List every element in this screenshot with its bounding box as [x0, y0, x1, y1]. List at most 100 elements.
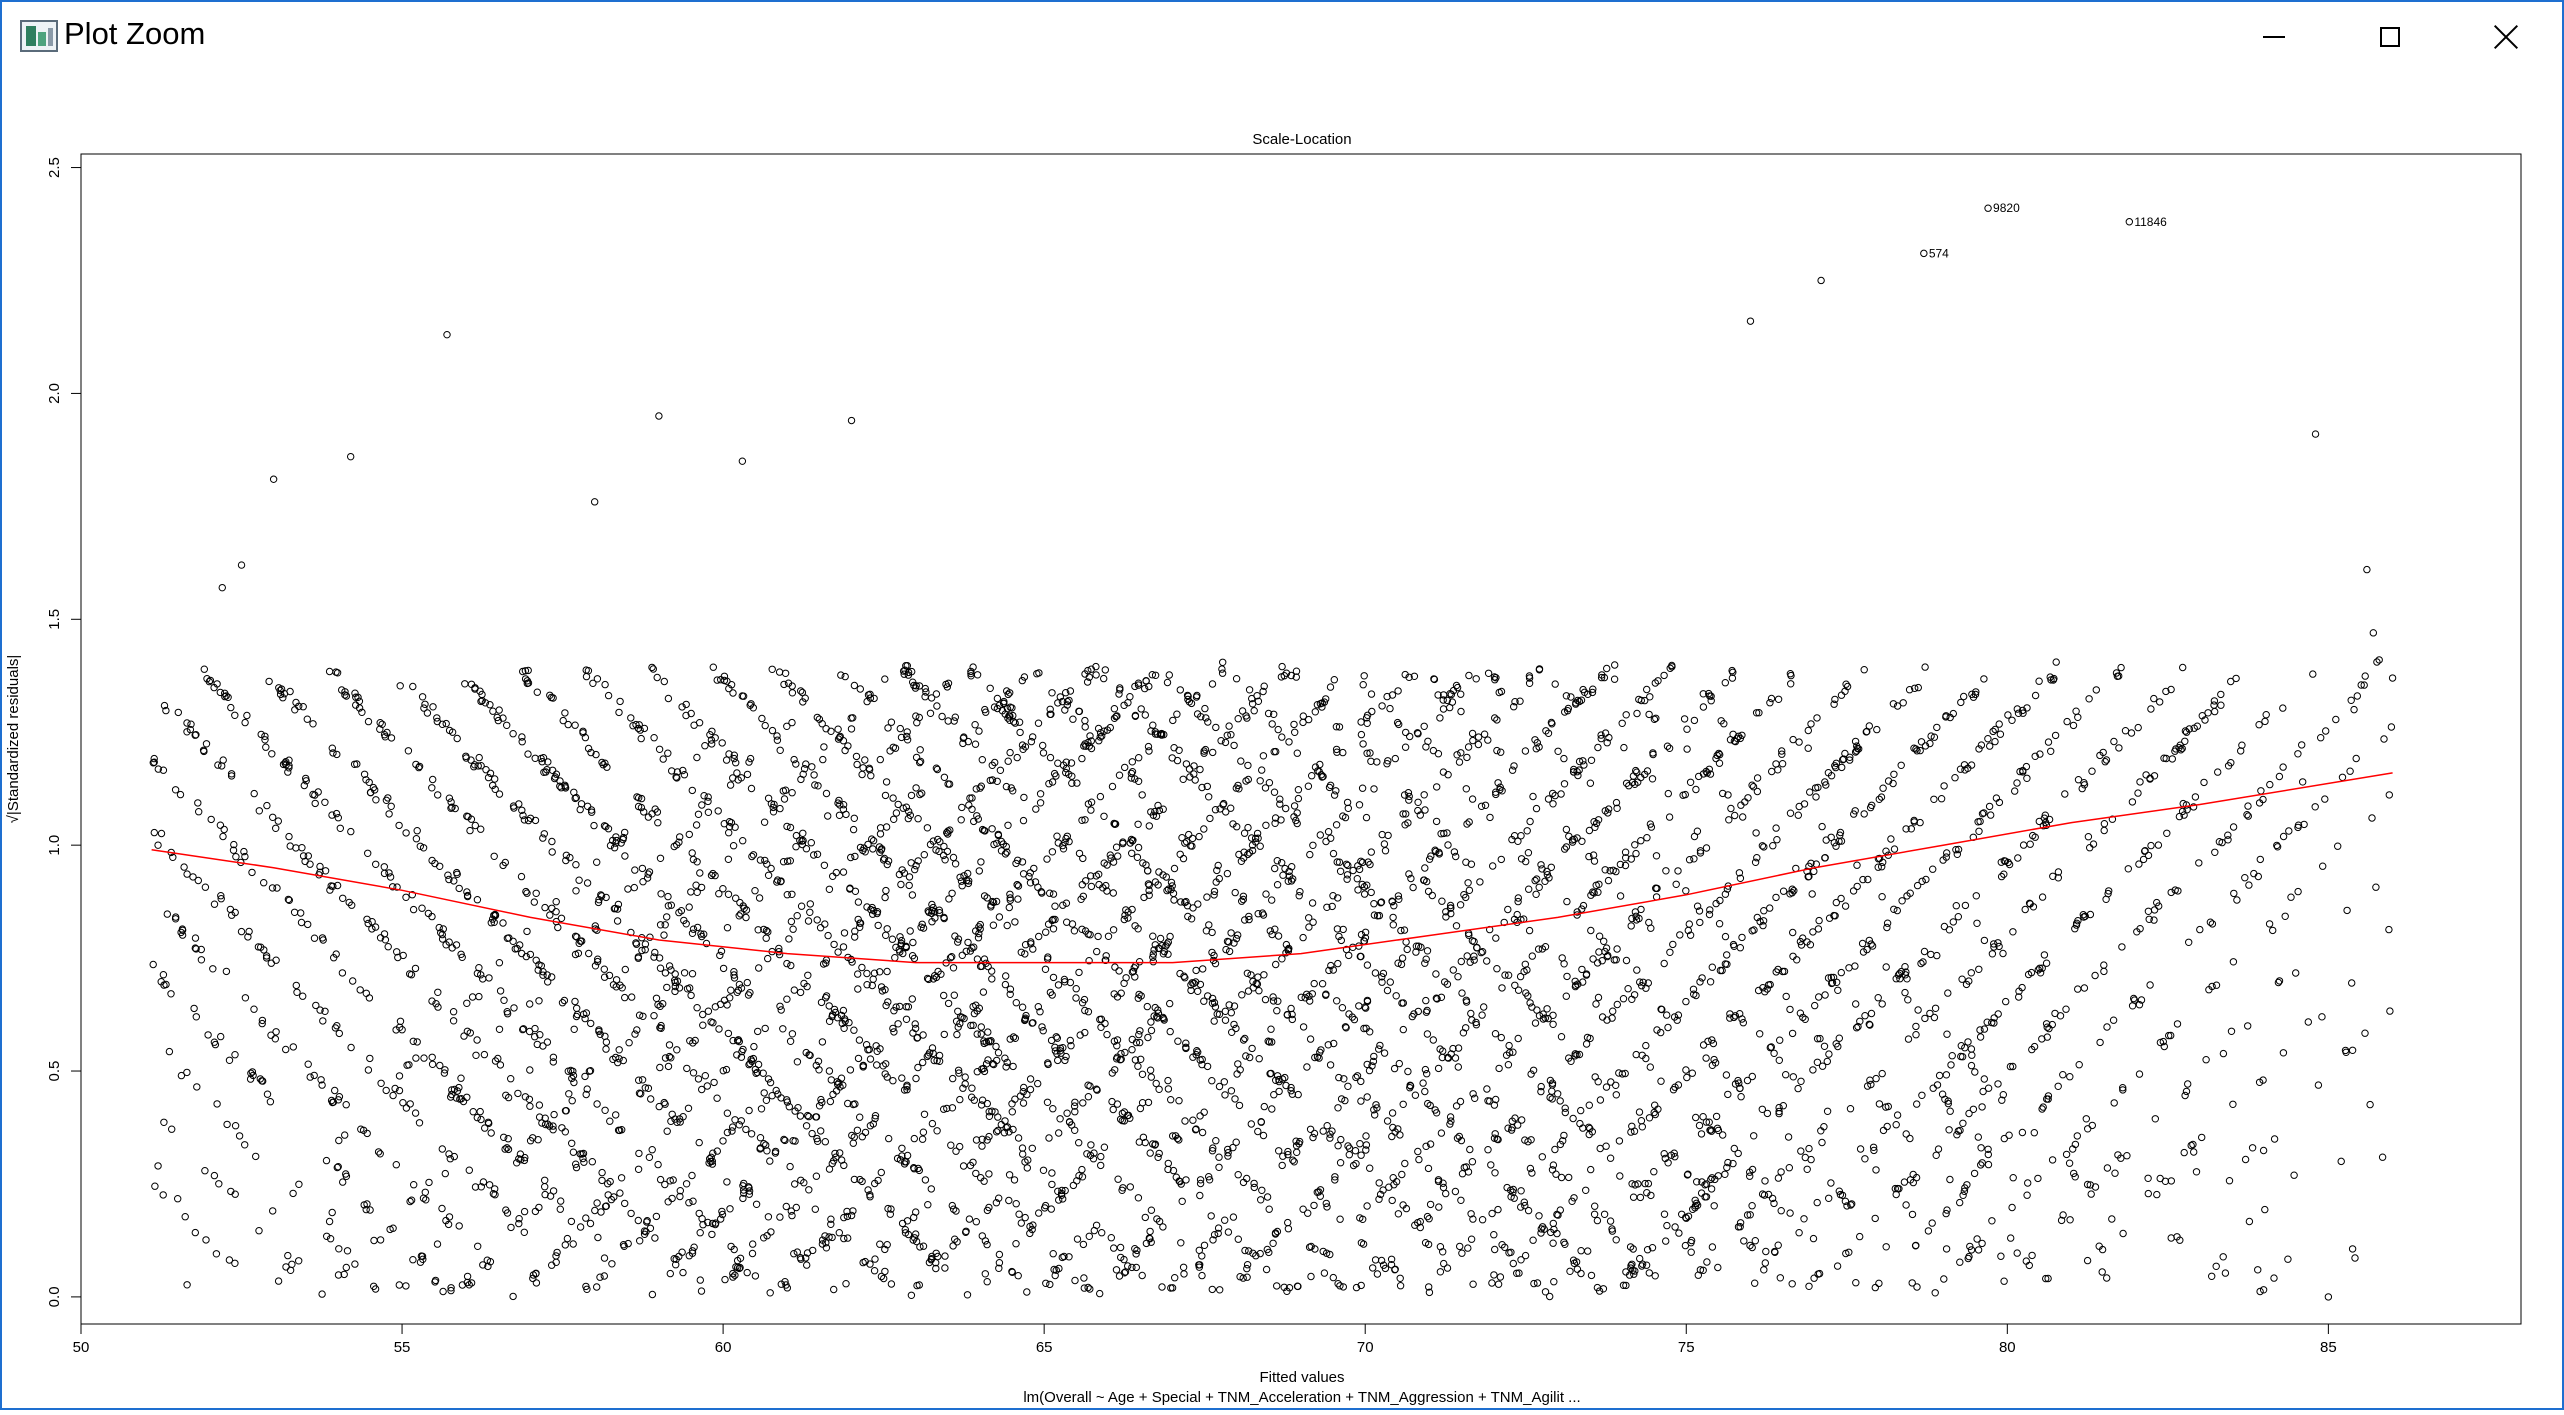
residual-point — [1239, 1036, 1248, 1044]
residual-point — [1112, 1266, 1121, 1274]
residual-point — [1546, 1076, 1555, 1085]
residual-point — [1326, 683, 1335, 691]
residual-point — [1048, 916, 1056, 925]
residual-point — [1224, 1149, 1232, 1157]
residual-point — [518, 738, 526, 746]
residual-point — [1714, 1263, 1722, 1272]
residual-point — [531, 1207, 540, 1216]
residual-point — [1457, 957, 1466, 966]
residual-point — [675, 1252, 683, 1261]
residual-point — [924, 1201, 932, 1209]
residual-point — [1158, 729, 1166, 738]
residual-point — [541, 1114, 549, 1122]
residual-point — [210, 1171, 219, 1180]
residual-point — [463, 999, 471, 1007]
residual-point — [1491, 714, 1499, 722]
residual-point — [439, 925, 447, 933]
residual-point — [2261, 717, 2269, 726]
residual-point — [957, 1013, 965, 1021]
residual-point — [398, 1026, 406, 1034]
residual-point — [1159, 950, 1168, 958]
residual-point — [834, 948, 842, 956]
residual-point — [1414, 942, 1423, 950]
residual-point — [1927, 732, 1935, 740]
residual-point — [1696, 849, 1705, 857]
residual-point — [2171, 747, 2179, 755]
residual-point — [1926, 1009, 1934, 1018]
residual-point — [1355, 801, 1364, 809]
residual-point — [1490, 1231, 1498, 1239]
residual-point — [688, 1249, 697, 1257]
residual-point — [484, 773, 493, 782]
residual-point — [664, 749, 672, 757]
residual-point — [908, 952, 917, 960]
residual-point — [1188, 842, 1196, 850]
residual-point — [1182, 1039, 1190, 1047]
residual-point — [1903, 975, 1911, 983]
residual-point — [1314, 767, 1322, 775]
residual-point — [326, 886, 334, 894]
residual-point — [2100, 826, 2108, 835]
residual-point — [1632, 916, 1641, 924]
residual-point — [1566, 1267, 1574, 1276]
residual-point — [1535, 666, 1544, 674]
residual-point — [1094, 932, 1102, 941]
residual-point — [898, 1074, 906, 1082]
maximize-button[interactable] — [2332, 2, 2448, 72]
residual-point — [488, 915, 497, 923]
residual-point — [1216, 1286, 1224, 1294]
residual-point — [412, 1054, 420, 1062]
residual-point — [1810, 1274, 1818, 1282]
residual-point — [945, 895, 953, 903]
residual-point — [889, 1077, 897, 1085]
residual-point — [810, 851, 818, 859]
residual-point — [1721, 1170, 1729, 1179]
residual-point — [719, 885, 727, 893]
residual-point — [2074, 713, 2082, 721]
residual-point — [1883, 919, 1892, 927]
residual-point — [526, 1066, 534, 1074]
residual-point — [676, 833, 684, 841]
residual-point — [943, 683, 951, 691]
residual-point — [1865, 722, 1874, 730]
residual-point — [1463, 820, 1471, 828]
residual-point — [1708, 963, 1717, 971]
residual-point — [526, 1137, 535, 1145]
residual-point — [178, 925, 187, 933]
residual-point — [495, 706, 503, 714]
residual-point — [549, 1058, 557, 1066]
residual-point — [1294, 786, 1303, 794]
residual-point — [440, 1069, 449, 1077]
close-button[interactable] — [2448, 2, 2564, 72]
residual-point — [1036, 1008, 1044, 1016]
residual-point — [1776, 1036, 1784, 1044]
residual-point — [159, 766, 168, 774]
residual-point — [745, 758, 753, 766]
residual-point — [1435, 1203, 1443, 1211]
residual-point — [775, 668, 784, 676]
residual-point — [919, 1058, 927, 1067]
residual-point — [1163, 940, 1171, 948]
residual-point — [713, 1147, 721, 1155]
residual-point — [1201, 745, 1210, 754]
residual-point — [1147, 1026, 1156, 1035]
residual-point — [1222, 945, 1230, 954]
residual-point — [783, 959, 791, 968]
residual-point — [1305, 914, 1313, 922]
residual-point — [500, 996, 508, 1004]
residual-point — [1809, 1066, 1817, 1074]
title-bar[interactable]: Plot Zoom — [2, 2, 2562, 72]
residual-point — [725, 818, 734, 826]
residual-point — [1601, 807, 1610, 815]
residual-point — [1557, 1173, 1566, 1182]
minimize-button[interactable] — [2216, 2, 2332, 72]
residual-point — [1366, 1028, 1374, 1036]
residual-point — [499, 919, 507, 927]
residual-point — [1491, 1130, 1499, 1138]
residual-point — [724, 1029, 733, 1038]
residual-point — [364, 717, 373, 726]
residual-point — [1389, 1174, 1397, 1182]
residual-point — [2013, 705, 2022, 713]
residual-point — [1179, 854, 1188, 863]
residual-point — [603, 763, 611, 771]
